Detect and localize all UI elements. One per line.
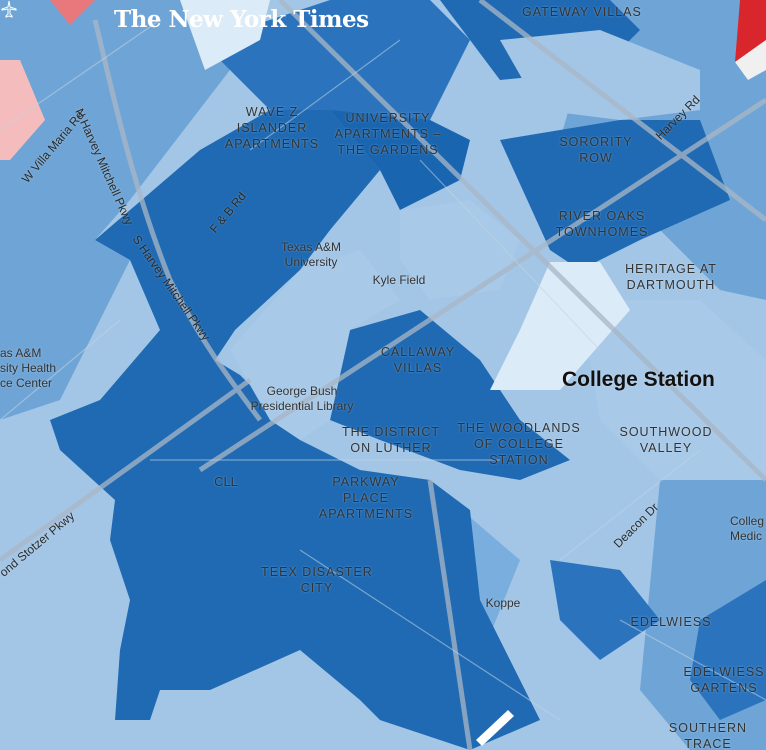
label-river-oaks: RIVER OAKS TOWNHOMES [555, 209, 649, 239]
precinct-edelwiess [690, 580, 766, 720]
label-college-medical: Colleg Medic [730, 514, 765, 543]
precinct-very-light-north [180, 0, 270, 70]
precinct-bush-library [230, 250, 400, 440]
precinct-main-dark [50, 110, 540, 750]
label-parkway-place: PARKWAY PLACE APARTMENTS [318, 475, 414, 521]
label-edelwiess: EDELWIESS [630, 615, 712, 629]
white-marker [476, 710, 514, 746]
precinct-red-corner [735, 0, 766, 62]
nyt-logo: The New York Times [114, 6, 369, 33]
label-district-luther: THE DISTRICT ON LUTHER [341, 425, 441, 455]
city-label: College Station [562, 368, 715, 391]
label-airport: CLL [214, 474, 238, 489]
label-university-apartments: UNIVERSITY APARTMENTS – THE GARDENS [334, 111, 442, 157]
label-wave-z: WAVE Z ISLANDER APARTMENTS [224, 105, 320, 151]
precinct-white-corner [735, 40, 766, 80]
precinct-west [0, 0, 230, 420]
label-sorority-row: SORORITY ROW [559, 135, 633, 165]
label-gateway-villas: GATEWAY VILLAS [522, 5, 642, 19]
label-callaway-villas: CALLAWAY VILLAS [380, 345, 456, 375]
airport-icon [1, 0, 17, 18]
precinct-koppe-east [550, 560, 660, 660]
precinct-kyle-field [400, 200, 520, 300]
label-health-center: as A&M sity Health ce Center [0, 346, 57, 390]
precinct-river-oaks [500, 120, 730, 270]
label-edelwiess-gartens: EDELWIESS GARTENS [683, 665, 765, 695]
label-woodlands: THE WOODLANDS OF COLLEGE STATION [457, 421, 581, 467]
label-bush-library: George Bush Presidential Library [250, 384, 354, 413]
label-southwood-valley: SOUTHWOOD VALLEY [619, 425, 713, 455]
label-teex-disaster-city: TEEX DISASTER CITY [261, 565, 373, 595]
label-koppe: Koppe [485, 596, 521, 610]
precinct-very-light-east [490, 262, 630, 390]
precinct-red-light-west [0, 60, 45, 160]
label-texas-am: Texas A&M University [280, 240, 342, 269]
precinct-callaway [330, 310, 570, 480]
label-heritage-dartmouth: HERITAGE AT DARTMOUTH [625, 262, 717, 292]
label-southern-trace: SOUTHERN TRACE [668, 721, 748, 750]
minor-roads [0, 19, 766, 721]
label-kyle-field: Kyle Field [372, 273, 426, 287]
precinct-university-apts [330, 110, 470, 210]
precinct-red-top [50, 0, 95, 25]
